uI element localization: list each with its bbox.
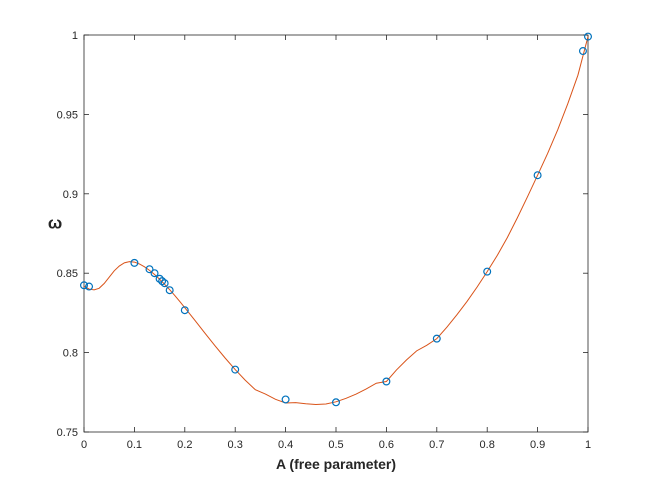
y-axis-label: ω — [48, 214, 62, 233]
data-point — [483, 267, 492, 276]
data-point — [583, 32, 592, 41]
x-tick-label: 0.6 — [379, 439, 394, 451]
x-axis-label: A (free parameter) — [276, 456, 396, 472]
data-point — [231, 365, 240, 374]
data-point — [332, 398, 341, 407]
x-tick-label: 0.7 — [429, 439, 444, 451]
x-tick-label: 0.2 — [177, 439, 192, 451]
data-point — [79, 281, 88, 290]
chart-marks: 0 0.1 0.2 0.3 0.4 0.5 0.6 0.7 0.8 0.9 1 0.75 0.8 0.85… — [57, 30, 592, 451]
y-tick-label: 0.8 — [63, 348, 78, 360]
x-tick-label: 0.9 — [530, 439, 545, 451]
x-tick-label: 0.1 — [127, 439, 142, 451]
data-point — [150, 269, 159, 278]
data-point — [281, 395, 290, 404]
data-point — [165, 286, 174, 295]
y-tick-label: 0.85 — [57, 268, 78, 280]
data-point — [160, 279, 169, 288]
data-point — [130, 258, 139, 267]
y-tick-label: 0.75 — [57, 427, 78, 439]
data-point — [155, 274, 164, 283]
data-point — [382, 377, 391, 386]
data-point — [533, 171, 542, 180]
data-point — [180, 306, 189, 315]
data-point — [158, 277, 167, 286]
data-point — [145, 265, 154, 274]
y-tick-label: 0.95 — [57, 109, 78, 121]
x-tick-label: 0.5 — [328, 439, 343, 451]
data-point — [432, 334, 441, 343]
data-point — [578, 47, 587, 56]
y-tick-label: 1 — [72, 30, 78, 42]
x-tick-label: 0 — [81, 439, 87, 451]
y-tick-label: 0.9 — [63, 189, 78, 201]
x-tick-label: 0.4 — [278, 439, 293, 451]
x-tick-label: 1 — [585, 439, 591, 451]
x-tick-label: 0.3 — [228, 439, 243, 451]
data-point — [85, 282, 94, 291]
x-tick-label: 0.8 — [480, 439, 495, 451]
plot-area — [83, 34, 589, 433]
